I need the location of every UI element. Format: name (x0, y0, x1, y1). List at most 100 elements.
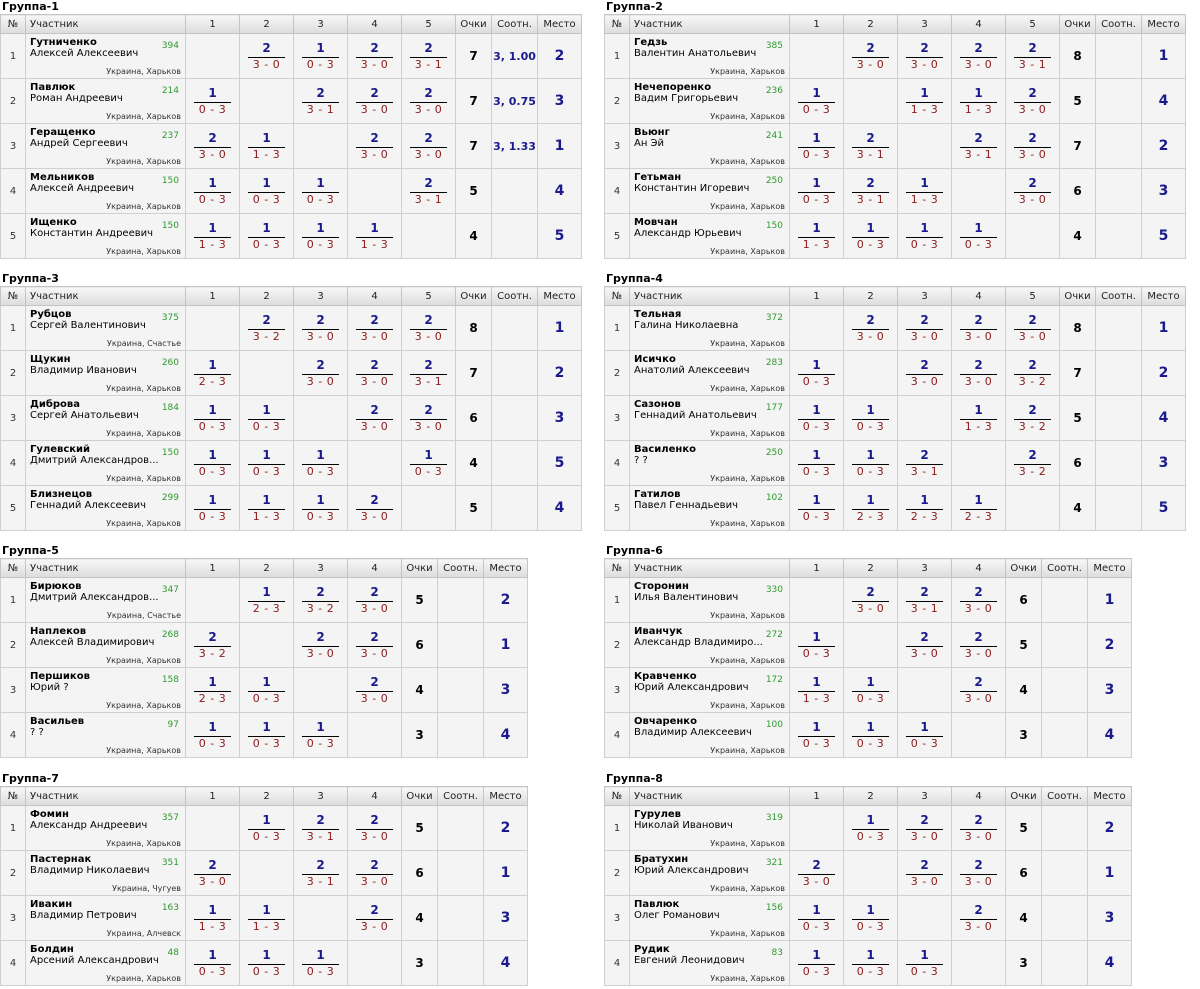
match-result[interactable]: 2 3 - 0 (293, 305, 348, 351)
player-surname[interactable]: Гурулев (634, 809, 682, 820)
match-result[interactable]: 2 3 - 2 (1005, 395, 1060, 441)
match-result[interactable]: 2 3 - 0 (347, 667, 402, 713)
match-result[interactable]: 2 3 - 0 (347, 895, 402, 941)
match-result[interactable]: 2 3 - 1 (951, 123, 1006, 169)
match-result[interactable]: 1 0 - 3 (185, 712, 240, 758)
match-result[interactable]: 1 2 - 3 (951, 485, 1006, 531)
match-result[interactable]: 1 2 - 3 (843, 485, 898, 531)
match-result[interactable]: 2 3 - 0 (843, 305, 898, 351)
player-surname[interactable]: Наплеков (30, 626, 87, 637)
match-result[interactable]: 2 3 - 0 (239, 33, 294, 79)
player-surname[interactable]: Близнецов (30, 489, 93, 500)
match-result[interactable]: 2 3 - 0 (347, 577, 402, 623)
player-cell[interactable]: Павлюк Роман Андреевич 214 Украина, Харьков (25, 78, 186, 124)
match-result[interactable]: 2 3 - 2 (1005, 350, 1060, 396)
match-result[interactable]: 1 0 - 3 (789, 168, 844, 214)
player-cell[interactable]: Васильев? ? 97 Украина, Харьков (25, 712, 186, 758)
match-result[interactable]: 2 3 - 0 (1005, 305, 1060, 351)
match-result[interactable]: 2 3 - 0 (951, 667, 1006, 713)
player-surname[interactable]: Тельная (634, 309, 682, 320)
player-cell[interactable]: Нечепоренко Вадим Григорьевич 236 Украина, … (629, 78, 790, 124)
match-result[interactable]: 1 1 - 3 (789, 213, 844, 259)
player-cell[interactable]: Вьюнг Ан Эй 241 Украина, Харьков (629, 123, 790, 169)
match-result[interactable]: 1 0 - 3 (843, 440, 898, 486)
player-cell[interactable]: Павлюк Олег Романович 156 Украина, Харьков (629, 895, 790, 941)
match-result[interactable]: 2 3 - 1 (401, 33, 456, 79)
player-cell[interactable]: Болдин Арсений Александрович 48 Украина, Ха… (25, 940, 186, 986)
match-result[interactable]: 2 3 - 0 (347, 123, 402, 169)
player-surname[interactable]: Пастернак (30, 854, 92, 865)
match-result[interactable]: 2 3 - 0 (347, 305, 402, 351)
match-result[interactable]: 2 3 - 1 (293, 850, 348, 896)
match-result[interactable]: 1 2 - 3 (185, 350, 240, 396)
match-result[interactable]: 2 3 - 0 (843, 33, 898, 79)
match-result[interactable]: 1 0 - 3 (185, 78, 240, 124)
match-result[interactable]: 2 3 - 0 (347, 622, 402, 668)
match-result[interactable]: 1 0 - 3 (239, 712, 294, 758)
match-result[interactable]: 1 0 - 3 (239, 805, 294, 851)
match-result[interactable]: 1 0 - 3 (843, 667, 898, 713)
match-result[interactable]: 2 3 - 0 (951, 33, 1006, 79)
match-result[interactable]: 1 1 - 3 (185, 895, 240, 941)
match-result[interactable]: 1 0 - 3 (789, 395, 844, 441)
player-cell[interactable]: Исичко Анатолий Алексеевич 283 Украина, Хар… (629, 350, 790, 396)
player-cell[interactable]: Рудик Евгений Леонидович 83 Украина, Харько… (629, 940, 790, 986)
match-result[interactable]: 1 1 - 3 (789, 667, 844, 713)
match-result[interactable]: 2 3 - 0 (1005, 78, 1060, 124)
player-cell[interactable]: Гедзь Валентин Анатольевич 385 Украина, Хар… (629, 33, 790, 79)
match-result[interactable]: 1 1 - 3 (951, 78, 1006, 124)
match-result[interactable]: 2 3 - 0 (401, 305, 456, 351)
match-result[interactable]: 1 0 - 3 (897, 712, 952, 758)
match-result[interactable]: 1 0 - 3 (789, 895, 844, 941)
player-surname[interactable]: Мовчан (634, 217, 678, 228)
match-result[interactable]: 1 0 - 3 (897, 940, 952, 986)
player-surname[interactable]: Гатилов (634, 489, 681, 500)
player-cell[interactable]: Наплеков Алексей Владимирович 268 Украина, … (25, 622, 186, 668)
match-result[interactable]: 1 1 - 3 (185, 213, 240, 259)
match-result[interactable]: 2 3 - 0 (347, 33, 402, 79)
match-result[interactable]: 1 0 - 3 (789, 350, 844, 396)
match-result[interactable]: 1 0 - 3 (789, 940, 844, 986)
player-surname[interactable]: Вьюнг (634, 127, 670, 138)
player-cell[interactable]: Першиков Юрий ? 158 Украина, Харьков (25, 667, 186, 713)
player-cell[interactable]: Гетьман Константин Игоревич 250 Украина, Ха… (629, 168, 790, 214)
match-result[interactable]: 2 3 - 1 (1005, 33, 1060, 79)
match-result[interactable]: 2 3 - 0 (951, 350, 1006, 396)
match-result[interactable]: 2 3 - 2 (1005, 440, 1060, 486)
player-cell[interactable]: Василенко? ? 250 Украина, Харьков (629, 440, 790, 486)
match-result[interactable]: 1 0 - 3 (401, 440, 456, 486)
match-result[interactable]: 2 3 - 0 (347, 850, 402, 896)
match-result[interactable]: 1 0 - 3 (293, 33, 348, 79)
match-result[interactable]: 1 0 - 3 (293, 440, 348, 486)
player-cell[interactable]: Сазонов Геннадий Анатольевич 177 Украина, Х… (629, 395, 790, 441)
match-result[interactable]: 2 3 - 0 (951, 895, 1006, 941)
match-result[interactable]: 1 0 - 3 (951, 213, 1006, 259)
match-result[interactable]: 1 0 - 3 (843, 395, 898, 441)
match-result[interactable]: 1 0 - 3 (843, 712, 898, 758)
player-surname[interactable]: Сазонов (634, 399, 681, 410)
player-surname[interactable]: Сторонин (634, 581, 689, 592)
player-surname[interactable]: Гетьман (634, 172, 682, 183)
match-result[interactable]: 1 0 - 3 (897, 213, 952, 259)
match-result[interactable]: 1 0 - 3 (185, 440, 240, 486)
player-surname[interactable]: Ищенко (30, 217, 77, 228)
match-result[interactable]: 1 0 - 3 (789, 78, 844, 124)
match-result[interactable]: 2 3 - 1 (401, 350, 456, 396)
match-result[interactable]: 1 1 - 3 (951, 395, 1006, 441)
match-result[interactable]: 2 3 - 0 (843, 577, 898, 623)
player-surname[interactable]: Першиков (30, 671, 90, 682)
match-result[interactable]: 2 3 - 0 (1005, 123, 1060, 169)
match-result[interactable]: 2 3 - 0 (897, 805, 952, 851)
match-result[interactable]: 1 0 - 3 (843, 940, 898, 986)
match-result[interactable]: 1 0 - 3 (239, 667, 294, 713)
match-result[interactable]: 2 3 - 1 (293, 78, 348, 124)
player-cell[interactable]: Ивакин Владимир Петрович 163 Украина, Алчев… (25, 895, 186, 941)
match-result[interactable]: 2 3 - 0 (897, 622, 952, 668)
player-cell[interactable]: Ищенко Константин Андреевич 150 Украина, Ха… (25, 213, 186, 259)
match-result[interactable]: 2 3 - 0 (347, 805, 402, 851)
match-result[interactable]: 1 0 - 3 (293, 940, 348, 986)
match-result[interactable]: 1 0 - 3 (843, 213, 898, 259)
match-result[interactable]: 1 0 - 3 (239, 168, 294, 214)
match-result[interactable]: 2 3 - 0 (789, 850, 844, 896)
player-surname[interactable]: Геращенко (30, 127, 96, 138)
